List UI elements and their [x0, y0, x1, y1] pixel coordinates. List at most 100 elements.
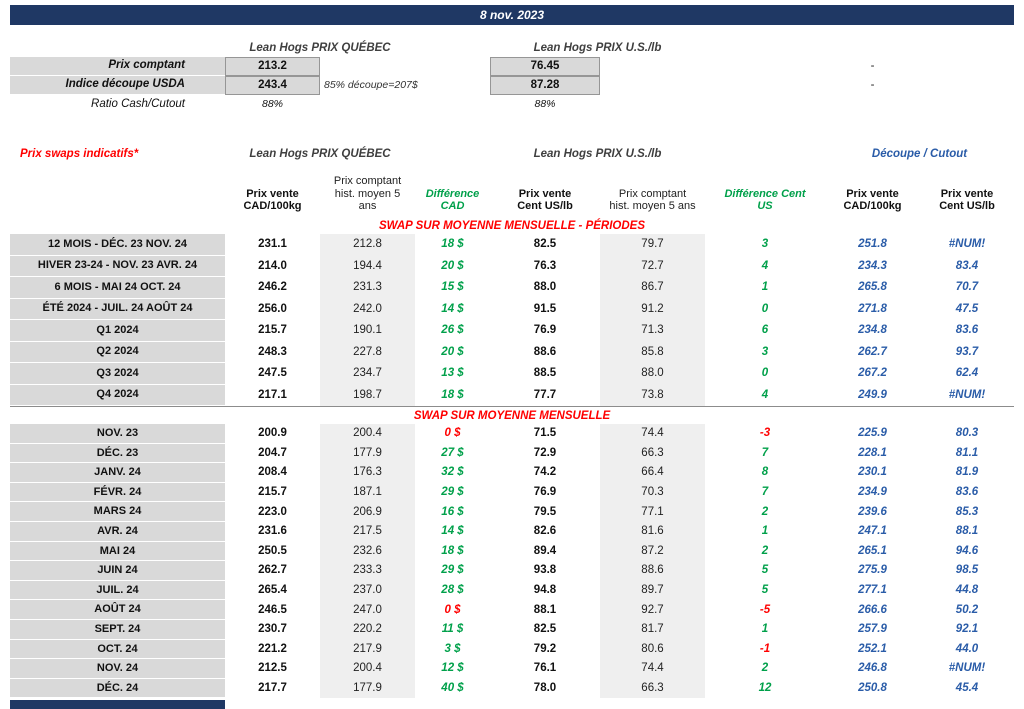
- cell-difference-us[interactable]: 1: [761, 281, 769, 294]
- cell-hist-cad[interactable]: 177.9: [320, 678, 415, 699]
- spot-qc-value[interactable]: 213.2: [225, 57, 320, 76]
- cell-cutout-us[interactable]: 93.7: [955, 345, 979, 358]
- cell-prix-vente-us[interactable]: 71.5: [533, 427, 557, 440]
- cell-prix-vente-cad[interactable]: 217.7: [258, 681, 287, 694]
- cell-cutout-cad[interactable]: 266.6: [858, 603, 887, 616]
- cell-hist-cad[interactable]: 198.7: [320, 384, 415, 406]
- row-label[interactable]: HIVER 23-24 - NOV. 23 AVR. 24: [10, 255, 225, 277]
- cell-cutout-cad[interactable]: 225.9: [858, 427, 887, 440]
- cell-prix-vente-cad[interactable]: 200.9: [258, 427, 287, 440]
- cell-difference-cad[interactable]: 27 $: [441, 446, 464, 459]
- cell-hist-us[interactable]: 81.6: [600, 521, 705, 542]
- cell-difference-us[interactable]: 1: [761, 525, 769, 538]
- cell-prix-vente-cad[interactable]: 215.7: [258, 324, 287, 337]
- cell-prix-vente-cad[interactable]: 215.7: [258, 485, 287, 498]
- spot-row-label[interactable]: Indice découpe USDA: [10, 76, 225, 95]
- cell-prix-vente-cad[interactable]: 248.3: [258, 345, 287, 358]
- cell-difference-us[interactable]: 8: [761, 466, 769, 479]
- cell-difference-cad[interactable]: 0 $: [444, 427, 461, 440]
- cell-hist-us[interactable]: 81.7: [600, 619, 705, 640]
- spot-row-label[interactable]: Prix comptant: [10, 57, 225, 76]
- cell-cutout-us[interactable]: #NUM!: [948, 388, 986, 401]
- cell-difference-cad[interactable]: 16 $: [441, 505, 464, 518]
- cell-hist-cad[interactable]: 232.6: [320, 541, 415, 562]
- cell-hist-cad[interactable]: 187.1: [320, 482, 415, 503]
- cell-difference-cad[interactable]: 40 $: [441, 681, 464, 694]
- cell-difference-cad[interactable]: 18 $: [441, 238, 464, 251]
- cell-cutout-us[interactable]: 47.5: [955, 302, 979, 315]
- cell-cutout-us[interactable]: 62.4: [955, 367, 979, 380]
- cell-cutout-cad[interactable]: 249.9: [858, 388, 887, 401]
- cell-difference-us[interactable]: 0: [761, 302, 769, 315]
- cell-hist-us[interactable]: 66.3: [600, 443, 705, 464]
- cell-prix-vente-cad[interactable]: 250.5: [258, 544, 287, 557]
- cell-hist-us[interactable]: 72.7: [600, 255, 705, 277]
- cell-cutout-us[interactable]: 45.4: [955, 681, 979, 694]
- cell-difference-cad[interactable]: 18 $: [441, 388, 464, 401]
- cell-hist-us[interactable]: 79.7: [600, 234, 705, 256]
- cell-hist-cad[interactable]: 190.1: [320, 320, 415, 342]
- cell-hist-cad[interactable]: 237.0: [320, 580, 415, 601]
- cell-hist-us[interactable]: 85.8: [600, 341, 705, 363]
- cell-cutout-us[interactable]: 88.1: [955, 525, 979, 538]
- cell-hist-cad[interactable]: 242.0: [320, 298, 415, 320]
- cell-hist-us[interactable]: 80.6: [600, 639, 705, 660]
- cell-cutout-us[interactable]: 44.8: [955, 583, 979, 596]
- cell-cutout-cad[interactable]: 265.1: [858, 544, 887, 557]
- cell-prix-vente-cad[interactable]: 231.6: [258, 525, 287, 538]
- cell-cutout-us[interactable]: 80.3: [955, 427, 979, 440]
- cell-hist-cad[interactable]: 233.3: [320, 561, 415, 581]
- cell-hist-cad[interactable]: 247.0: [320, 600, 415, 620]
- cell-prix-vente-us[interactable]: 78.0: [533, 681, 557, 694]
- cell-hist-us[interactable]: 91.2: [600, 298, 705, 320]
- cell-difference-cad[interactable]: 28 $: [441, 583, 464, 596]
- cell-hist-us[interactable]: 88.0: [600, 363, 705, 385]
- row-label[interactable]: NOV. 23: [10, 424, 225, 444]
- spot-us-value[interactable]: 76.45: [490, 57, 600, 76]
- cell-prix-vente-us[interactable]: 91.5: [533, 302, 557, 315]
- cell-cutout-cad[interactable]: 239.6: [858, 505, 887, 518]
- cell-difference-cad[interactable]: 18 $: [441, 544, 464, 557]
- cell-hist-us[interactable]: 89.7: [600, 580, 705, 601]
- cell-cutout-cad[interactable]: 265.8: [858, 281, 887, 294]
- cell-cutout-us[interactable]: 81.1: [955, 446, 979, 459]
- row-label[interactable]: MARS 24: [10, 502, 225, 522]
- row-label[interactable]: Q3 2024: [10, 363, 225, 385]
- cell-difference-us[interactable]: 1: [761, 623, 769, 636]
- cell-prix-vente-cad[interactable]: 246.2: [258, 281, 287, 294]
- cell-hist-us[interactable]: 74.4: [600, 424, 705, 444]
- cell-cutout-cad[interactable]: 252.1: [858, 642, 887, 655]
- cell-cutout-cad[interactable]: 234.8: [858, 324, 887, 337]
- row-label[interactable]: JANV. 24: [10, 463, 225, 483]
- cell-difference-us[interactable]: 7: [761, 446, 769, 459]
- cell-cutout-us[interactable]: 94.6: [955, 544, 979, 557]
- cell-prix-vente-cad[interactable]: 246.5: [258, 603, 287, 616]
- cell-difference-cad[interactable]: 29 $: [441, 485, 464, 498]
- row-label[interactable]: Q2 2024: [10, 341, 225, 363]
- cell-cutout-cad[interactable]: 267.2: [858, 367, 887, 380]
- cell-cutout-us[interactable]: 85.3: [955, 505, 979, 518]
- spot-qc-value[interactable]: 88%: [261, 98, 283, 111]
- row-label[interactable]: DÉC. 24: [10, 678, 225, 699]
- cell-hist-cad[interactable]: 231.3: [320, 277, 415, 299]
- cell-cutout-us[interactable]: 50.2: [955, 603, 979, 616]
- cell-hist-cad[interactable]: 212.8: [320, 234, 415, 256]
- cell-prix-vente-cad[interactable]: 217.1: [258, 388, 287, 401]
- cell-difference-cad[interactable]: 14 $: [441, 302, 464, 315]
- cell-difference-us[interactable]: 5: [761, 564, 769, 577]
- row-label[interactable]: OCT. 24: [10, 639, 225, 660]
- cell-prix-vente-cad[interactable]: 262.7: [258, 564, 287, 577]
- cell-hist-cad[interactable]: 200.4: [320, 659, 415, 679]
- cell-cutout-cad[interactable]: 275.9: [858, 564, 887, 577]
- cell-hist-cad[interactable]: 217.5: [320, 521, 415, 542]
- cell-difference-cad[interactable]: 11 $: [441, 623, 464, 636]
- row-label[interactable]: JUIL. 24: [10, 580, 225, 601]
- cell-prix-vente-us[interactable]: 79.2: [533, 642, 557, 655]
- cell-cutout-cad[interactable]: 257.9: [858, 623, 887, 636]
- cell-difference-cad[interactable]: 29 $: [441, 564, 464, 577]
- cell-difference-us[interactable]: -3: [759, 427, 771, 440]
- cell-hist-cad[interactable]: 200.4: [320, 424, 415, 444]
- cell-cutout-us[interactable]: 83.6: [955, 485, 979, 498]
- cell-prix-vente-cad[interactable]: 204.7: [258, 446, 287, 459]
- cell-difference-cad[interactable]: 13 $: [441, 367, 464, 380]
